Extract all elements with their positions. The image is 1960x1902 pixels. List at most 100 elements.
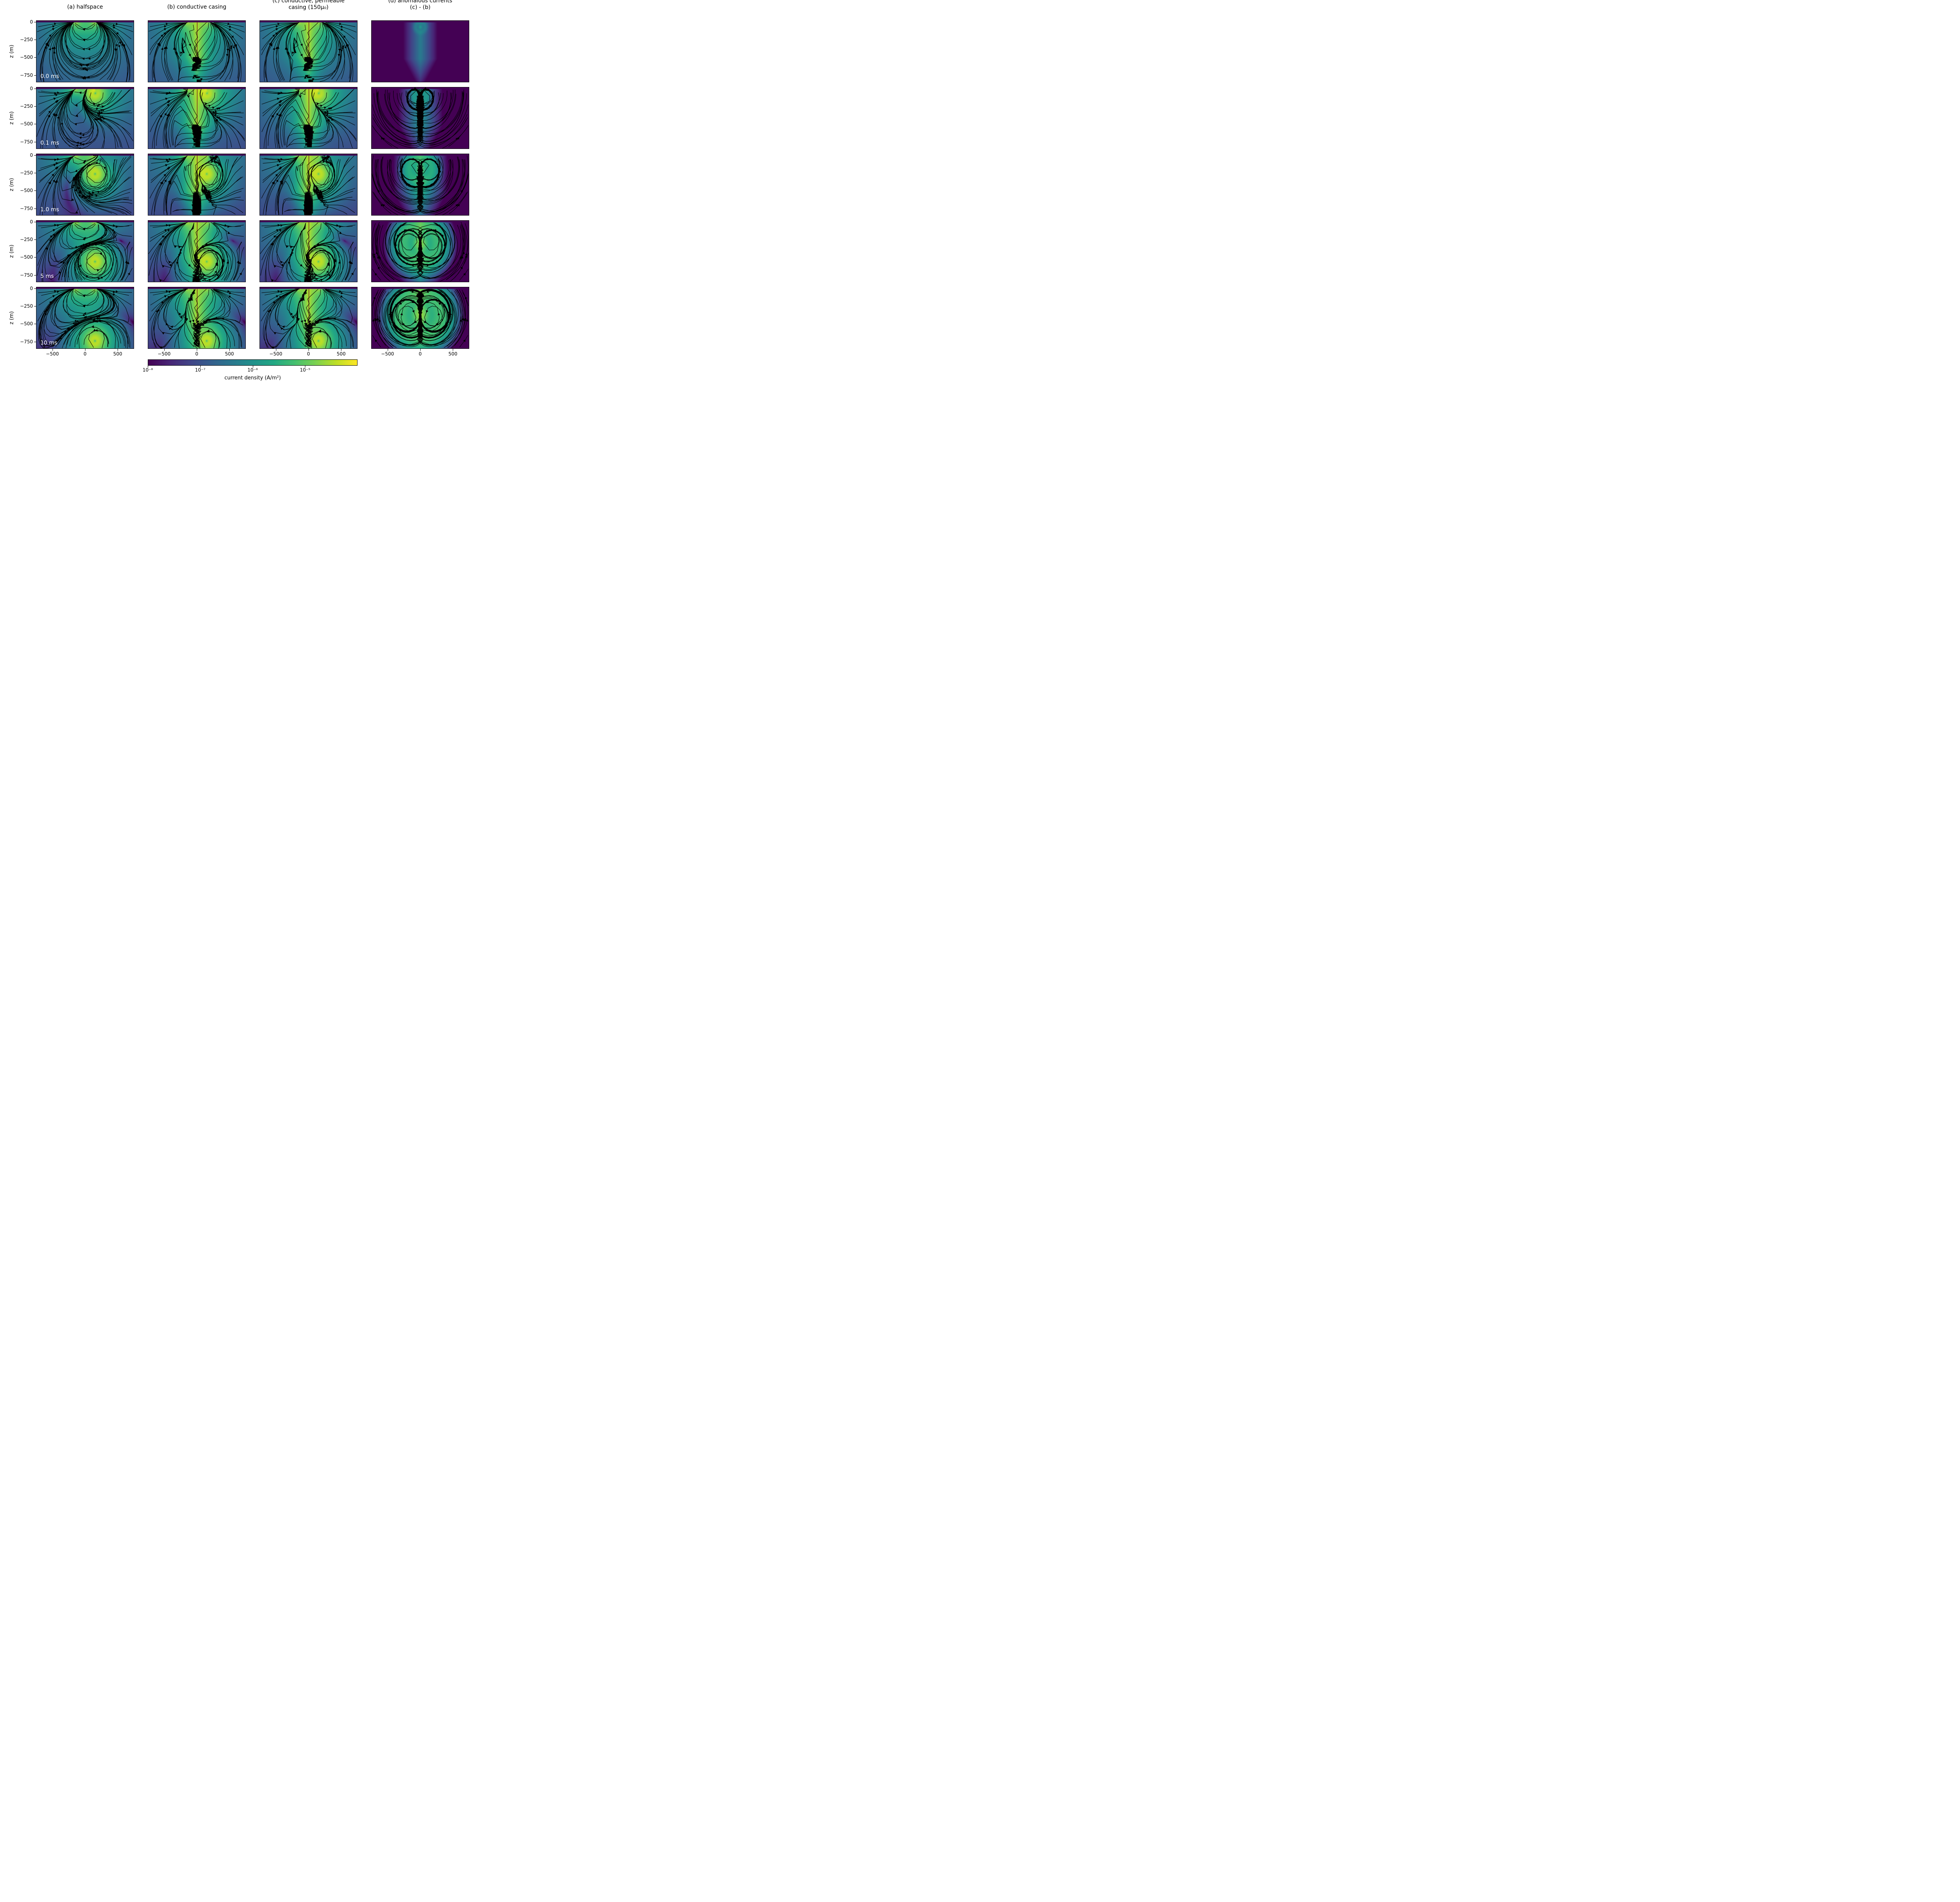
ytick-label: −500 bbox=[17, 188, 33, 193]
colorbar-tick: 10⁻⁷ bbox=[195, 367, 205, 373]
time-annotation: 1.0 ms bbox=[40, 207, 59, 213]
streamline-arrow bbox=[279, 160, 281, 163]
panel-r2-cd bbox=[371, 154, 469, 216]
streamline-arrow bbox=[164, 180, 167, 182]
streamline-arrow bbox=[240, 272, 242, 275]
streamline bbox=[150, 223, 186, 260]
streamline bbox=[325, 23, 352, 82]
streamline-arrow bbox=[54, 224, 56, 226]
streamlines bbox=[148, 87, 245, 149]
streamline bbox=[401, 159, 451, 195]
streamline-arrow bbox=[227, 225, 230, 228]
streamlines bbox=[260, 154, 357, 215]
streamlines bbox=[260, 87, 357, 149]
panel-r2-cb bbox=[148, 154, 246, 216]
streamline-arrow bbox=[227, 23, 230, 25]
streamline bbox=[407, 89, 463, 141]
streamline bbox=[262, 223, 298, 260]
streamlines bbox=[372, 154, 469, 215]
streamline bbox=[372, 269, 381, 281]
ytick-label: −250 bbox=[17, 37, 33, 42]
streamline bbox=[66, 290, 117, 348]
streamline-arrow bbox=[180, 317, 183, 319]
streamline-arrow bbox=[340, 49, 343, 52]
streamline bbox=[373, 89, 433, 144]
panel-r1-cd bbox=[371, 87, 469, 149]
streamline bbox=[276, 290, 307, 330]
streamlines bbox=[148, 154, 245, 215]
streamline bbox=[194, 24, 218, 61]
streamline-arrow bbox=[119, 42, 121, 44]
streamline-arrow bbox=[118, 45, 120, 48]
streamline bbox=[200, 156, 243, 213]
y-axis-label: z (m) bbox=[9, 178, 15, 191]
streamlines bbox=[148, 221, 245, 282]
xtick-label: 500 bbox=[220, 351, 239, 357]
y-axis-label: z (m) bbox=[9, 45, 15, 58]
streamlines bbox=[36, 287, 134, 348]
streamline-arrow bbox=[48, 111, 51, 113]
ytick-label: 0 bbox=[17, 152, 33, 158]
streamline bbox=[65, 223, 113, 282]
streamline bbox=[78, 157, 126, 195]
streamline bbox=[442, 127, 467, 148]
streamline bbox=[54, 156, 74, 215]
streamline bbox=[390, 159, 439, 195]
xtick-mark bbox=[164, 349, 165, 351]
streamline-arrow bbox=[437, 313, 440, 315]
panel-r1-ca: 0.1 ms bbox=[36, 87, 134, 149]
streamline-arrow bbox=[292, 317, 294, 319]
streamline-arrow bbox=[205, 103, 207, 105]
streamline bbox=[200, 89, 241, 109]
streamlines bbox=[260, 287, 357, 348]
streamline bbox=[158, 289, 195, 334]
ytick-label: −750 bbox=[17, 272, 33, 278]
streamline bbox=[66, 222, 107, 282]
streamlines bbox=[36, 154, 134, 215]
streamline-arrow bbox=[277, 98, 279, 100]
streamlines bbox=[148, 21, 245, 82]
column-title-c: (c) conductive, permeablecasing (150μ₀) bbox=[265, 0, 352, 11]
colorbar bbox=[148, 359, 358, 366]
streamline bbox=[263, 92, 298, 116]
ytick-mark bbox=[34, 155, 36, 156]
streamline bbox=[265, 23, 298, 78]
streamline-arrow bbox=[54, 158, 56, 161]
streamline bbox=[84, 89, 115, 109]
xtick-label: 500 bbox=[108, 351, 127, 357]
streamline bbox=[306, 24, 329, 61]
colorbar-tick-mark bbox=[200, 366, 201, 368]
streamline-arrow bbox=[116, 23, 118, 25]
xtick-label: 0 bbox=[299, 351, 318, 357]
ytick-label: −500 bbox=[17, 254, 33, 260]
ytick-label: −250 bbox=[17, 170, 33, 176]
streamline bbox=[214, 23, 240, 82]
streamline-arrow bbox=[165, 98, 168, 100]
streamline-arrow bbox=[76, 144, 78, 147]
panel-r0-cc bbox=[260, 20, 358, 82]
streamline bbox=[165, 157, 186, 211]
streamline-arrow bbox=[187, 96, 190, 98]
streamline-arrow bbox=[276, 113, 278, 116]
ytick-label: −250 bbox=[17, 237, 33, 242]
streamline-arrow bbox=[96, 107, 98, 110]
streamline-arrow bbox=[465, 253, 467, 256]
streamline bbox=[164, 290, 195, 330]
streamline bbox=[178, 77, 200, 81]
streamline bbox=[407, 89, 468, 144]
streamline-arrow bbox=[167, 160, 169, 163]
streamline-arrow bbox=[79, 92, 82, 94]
streamline bbox=[276, 157, 298, 211]
streamline-arrow bbox=[282, 326, 285, 328]
streamline bbox=[289, 77, 312, 81]
streamline-arrow bbox=[54, 23, 56, 25]
streamline-arrow bbox=[61, 122, 64, 124]
streamlines bbox=[36, 221, 134, 282]
panel-r0-cb bbox=[148, 20, 246, 82]
xtick-label: 0 bbox=[187, 351, 207, 357]
ytick-mark bbox=[34, 239, 36, 240]
colorbar-label: current density (A/m²) bbox=[224, 375, 281, 381]
streamline bbox=[377, 89, 434, 134]
streamline-arrow bbox=[278, 23, 280, 25]
streamlines bbox=[260, 221, 357, 282]
